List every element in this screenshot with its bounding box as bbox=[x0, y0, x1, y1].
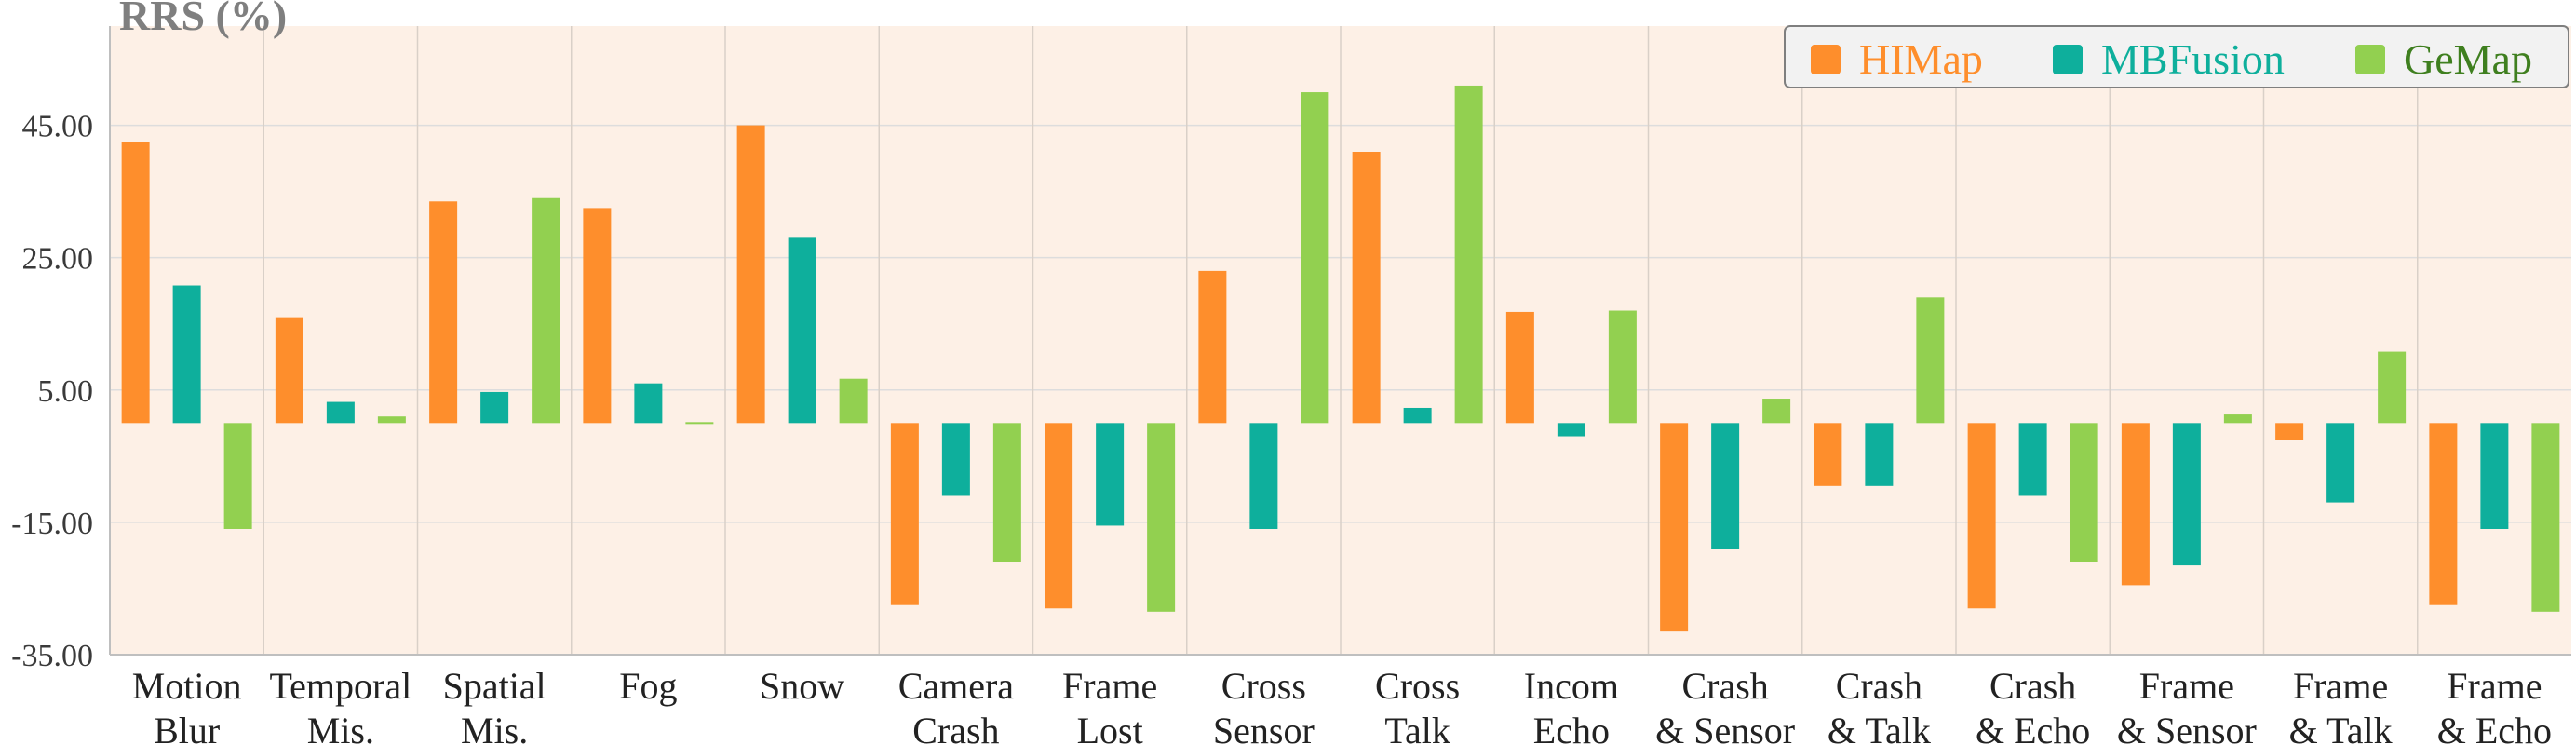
legend-label-mbfusion: MBFusion bbox=[2101, 35, 2285, 83]
bar-gemap-3 bbox=[685, 422, 714, 425]
category-label: Frame bbox=[2293, 665, 2388, 707]
bar-mbfusion-7 bbox=[1249, 423, 1278, 529]
bar-gemap-10 bbox=[1762, 399, 1791, 424]
category-label: Spatial bbox=[443, 665, 546, 707]
category-label: Cross bbox=[1221, 665, 1306, 707]
category-label: Crash bbox=[1681, 665, 1768, 707]
bar-mbfusion-6 bbox=[1096, 423, 1125, 526]
bar-himap-6 bbox=[1045, 423, 1073, 609]
category-label: Talk bbox=[1384, 710, 1450, 745]
bar-mbfusion-14 bbox=[2326, 423, 2355, 503]
bar-himap-7 bbox=[1198, 270, 1227, 424]
category-label: & Echo bbox=[1976, 710, 2090, 745]
y-tick-label: 5.00 bbox=[38, 374, 94, 409]
category-label: & Talk bbox=[1827, 710, 1931, 745]
category-label: Blur bbox=[154, 710, 220, 745]
bar-mbfusion-10 bbox=[1711, 423, 1740, 549]
category-label: Sensor bbox=[1213, 710, 1315, 745]
y-tick-label: -15.00 bbox=[11, 507, 93, 541]
category-label: Incom bbox=[1524, 665, 1619, 707]
bar-gemap-14 bbox=[2378, 351, 2407, 424]
category-label: Frame bbox=[2139, 665, 2234, 707]
bar-mbfusion-12 bbox=[2018, 423, 2047, 496]
category-label: Crash bbox=[912, 710, 999, 745]
legend-swatch-mbfusion bbox=[2053, 45, 2083, 74]
bar-mbfusion-11 bbox=[1865, 423, 1894, 486]
bar-mbfusion-1 bbox=[326, 401, 355, 424]
bar-himap-14 bbox=[2275, 423, 2304, 440]
y-tick-label: 25.00 bbox=[22, 242, 94, 277]
bar-himap-15 bbox=[2429, 423, 2458, 605]
category-label: Mis. bbox=[307, 710, 374, 745]
bar-himap-2 bbox=[429, 201, 458, 424]
bar-himap-0 bbox=[121, 142, 150, 424]
bar-gemap-13 bbox=[2223, 414, 2252, 424]
y-tick-label: 45.00 bbox=[22, 110, 94, 144]
bar-gemap-15 bbox=[2531, 423, 2560, 612]
bar-gemap-9 bbox=[1608, 310, 1637, 424]
bar-gemap-11 bbox=[1916, 297, 1945, 424]
bar-himap-13 bbox=[2121, 423, 2150, 586]
category-label: & Talk bbox=[2289, 710, 2393, 745]
bar-himap-9 bbox=[1505, 311, 1534, 424]
bar-mbfusion-3 bbox=[634, 383, 663, 424]
bar-mbfusion-9 bbox=[1557, 423, 1585, 437]
bar-mbfusion-13 bbox=[2172, 423, 2201, 566]
bar-gemap-2 bbox=[532, 197, 560, 424]
bar-mbfusion-8 bbox=[1403, 407, 1432, 424]
bar-gemap-5 bbox=[992, 423, 1021, 562]
bar-gemap-12 bbox=[2070, 423, 2098, 562]
bar-himap-1 bbox=[275, 317, 303, 424]
category-label: & Sensor bbox=[2117, 710, 2257, 745]
legend-swatch-gemap bbox=[2355, 45, 2385, 74]
y-tick-label: -35.00 bbox=[11, 639, 93, 673]
category-label: Crash bbox=[1989, 665, 2076, 707]
category-label: Echo bbox=[1533, 710, 1610, 745]
bar-gemap-0 bbox=[223, 423, 252, 529]
legend-swatch-himap bbox=[1811, 45, 1841, 74]
bar-himap-10 bbox=[1660, 423, 1689, 632]
bar-himap-4 bbox=[736, 125, 765, 424]
bar-gemap-7 bbox=[1301, 92, 1329, 424]
bar-mbfusion-5 bbox=[941, 423, 970, 496]
category-label: Fog bbox=[619, 665, 677, 707]
category-label: Frame bbox=[1062, 665, 1157, 707]
category-label: Cross bbox=[1375, 665, 1460, 707]
category-label: Camera bbox=[898, 665, 1015, 707]
category-label: Snow bbox=[760, 665, 844, 707]
bar-gemap-8 bbox=[1454, 85, 1483, 424]
bar-himap-5 bbox=[890, 423, 919, 605]
category-label: & Echo bbox=[2437, 710, 2552, 745]
category-label: Lost bbox=[1077, 710, 1143, 745]
bar-mbfusion-4 bbox=[788, 237, 816, 424]
legend-label-himap: HIMap bbox=[1859, 35, 1983, 83]
category-label: & Sensor bbox=[1655, 710, 1795, 745]
bar-himap-3 bbox=[583, 208, 612, 424]
bar-himap-8 bbox=[1352, 152, 1381, 424]
bar-mbfusion-2 bbox=[480, 391, 509, 424]
category-label: Mis. bbox=[461, 710, 528, 745]
bar-gemap-1 bbox=[377, 416, 406, 424]
bar-himap-12 bbox=[1967, 423, 1996, 609]
y-axis-title: RRS (%) bbox=[119, 0, 287, 39]
bar-mbfusion-0 bbox=[172, 285, 201, 424]
bar-himap-11 bbox=[1814, 423, 1842, 486]
category-label: Frame bbox=[2447, 665, 2542, 707]
legend-label-gemap: GeMap bbox=[2404, 35, 2532, 83]
category-label: Crash bbox=[1836, 665, 1922, 707]
bar-gemap-4 bbox=[839, 378, 868, 424]
category-label: Temporal bbox=[270, 665, 412, 707]
bar-gemap-6 bbox=[1147, 423, 1176, 612]
category-label: Motion bbox=[132, 665, 242, 707]
bar-mbfusion-15 bbox=[2480, 423, 2509, 529]
